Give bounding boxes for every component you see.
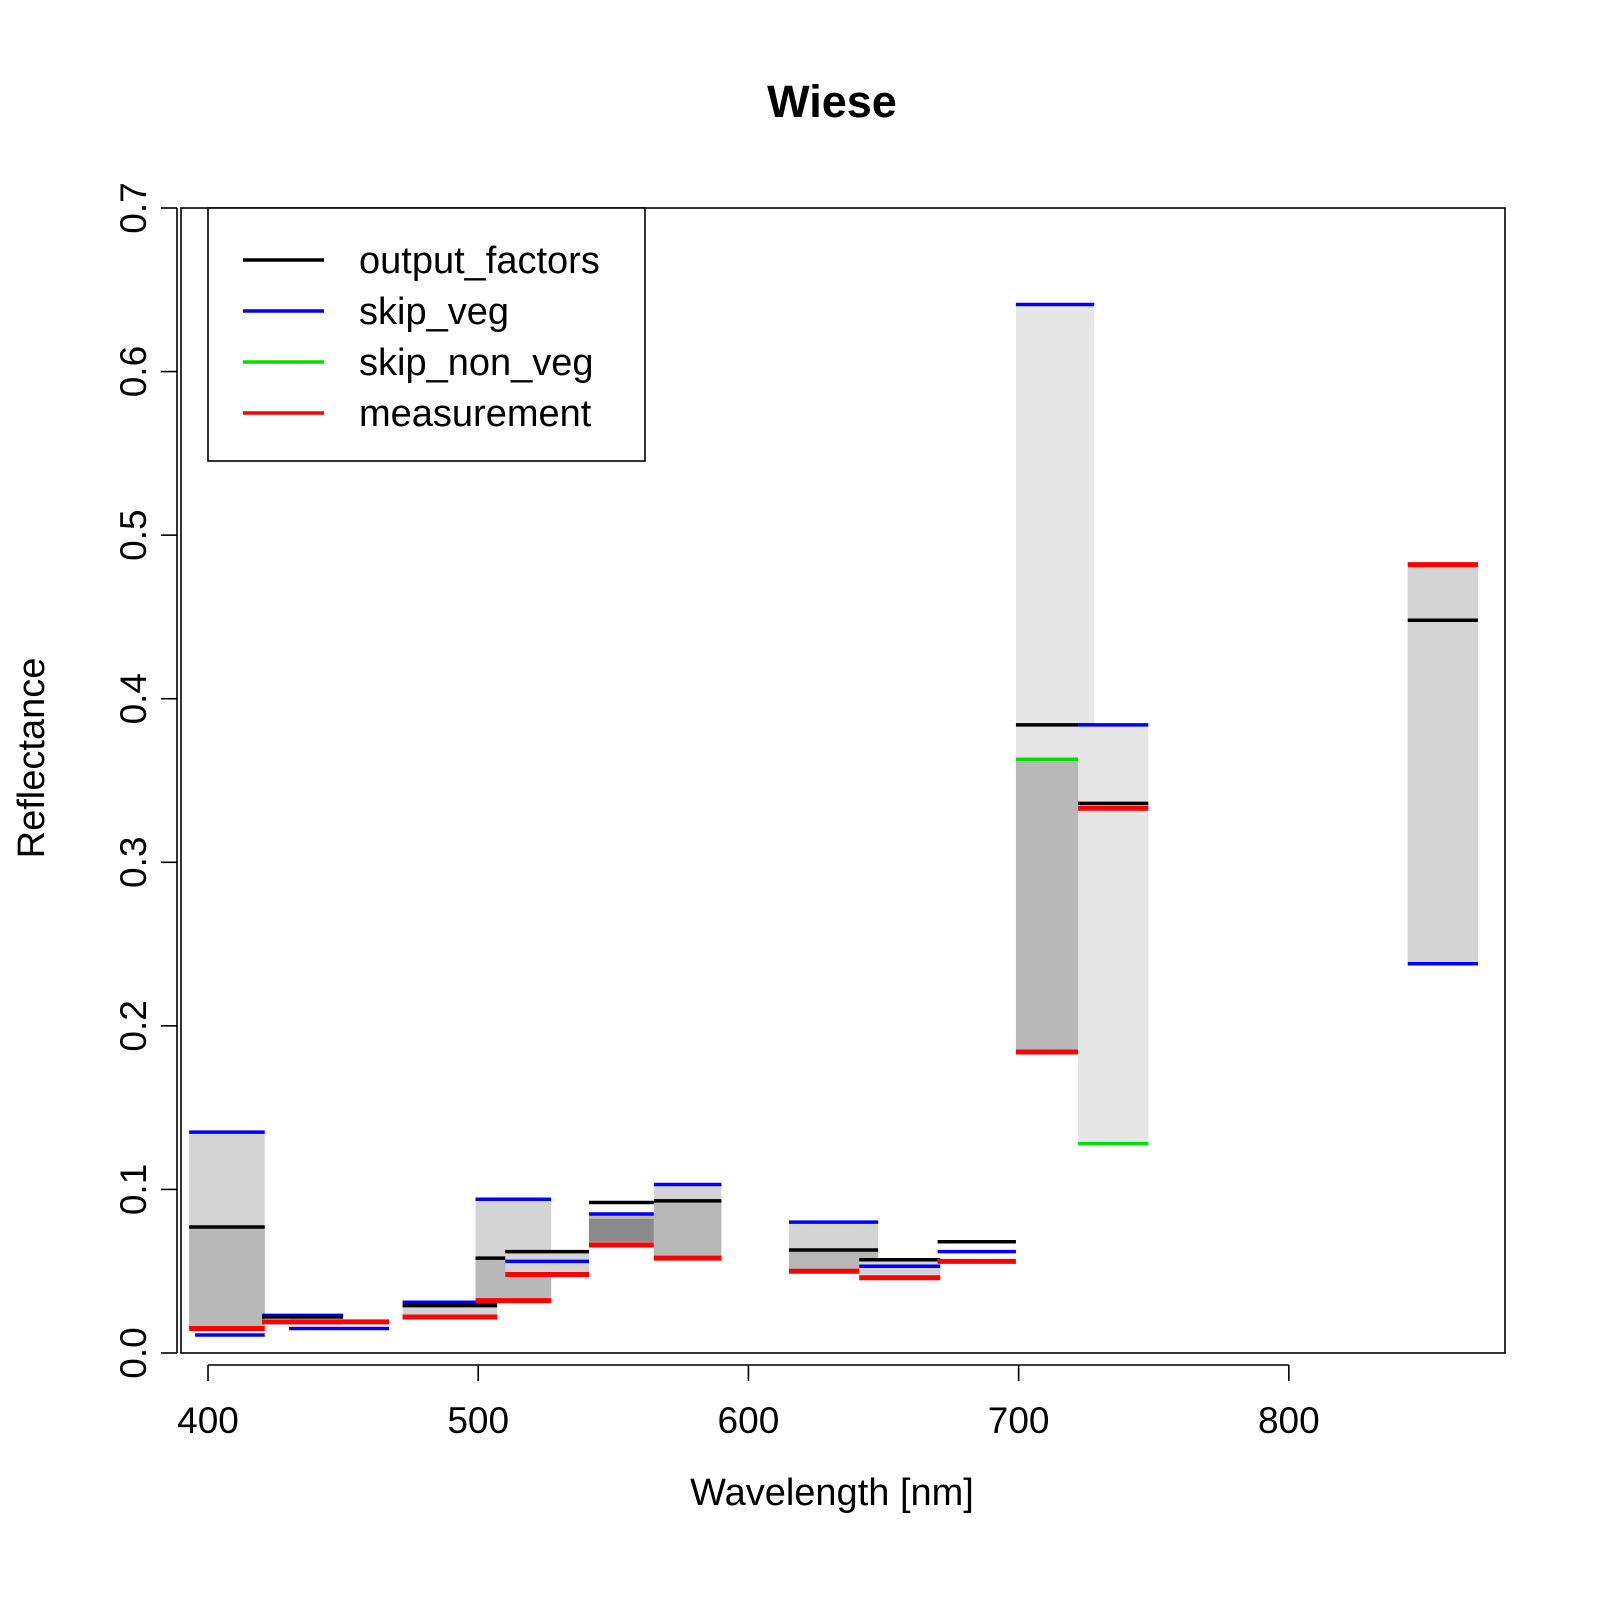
band-9-fill-0 xyxy=(859,1259,941,1278)
y-axis: 0.0 0.1 0.2 0.3 0.4 0.5 0.6 0.7 xyxy=(113,182,178,1379)
y-tick-label-1: 0.1 xyxy=(113,1164,154,1215)
band-2 xyxy=(289,1319,390,1331)
legend-label-output-factors: output_factors xyxy=(359,240,600,282)
y-tick-label-4: 0.4 xyxy=(113,673,154,724)
band-13-fill-0 xyxy=(1407,564,1478,964)
band-8-fill-1 xyxy=(788,1249,879,1272)
x-tick-label-0: 400 xyxy=(177,1400,239,1441)
x-tick-label-4: 800 xyxy=(1258,1400,1320,1441)
y-tick-label-6: 0.6 xyxy=(113,346,154,397)
band-6-fill-2 xyxy=(589,1218,668,1242)
legend-label-skip-veg: skip_veg xyxy=(359,291,509,333)
y-axis-title: Reflectance xyxy=(11,658,53,859)
band-7-fill-1 xyxy=(653,1200,722,1259)
band-0 xyxy=(189,1130,265,1337)
band-8 xyxy=(788,1220,879,1274)
chart-title: Wiese xyxy=(767,76,897,127)
y-tick-label-7: 0.7 xyxy=(113,182,154,233)
band-5 xyxy=(505,1249,590,1277)
y-tick-label-3: 0.3 xyxy=(113,837,154,888)
band-12 xyxy=(1078,723,1149,1146)
band-0-fill-1 xyxy=(189,1227,265,1329)
bands-layer xyxy=(189,302,1478,1337)
x-axis-title: Wavelength [nm] xyxy=(690,1472,974,1514)
x-axis: 400 500 600 700 800 xyxy=(177,1364,1320,1441)
band-13 xyxy=(1407,562,1478,966)
x-tick-label-3: 700 xyxy=(988,1400,1050,1441)
band-3 xyxy=(402,1300,498,1320)
plot-frame xyxy=(180,207,1506,1354)
legend-label-skip-non-veg: skip_non_veg xyxy=(359,342,594,384)
legend: output_factors skip_veg skip_non_vegmeasur… xyxy=(207,207,646,462)
y-tick-label-0: 0.0 xyxy=(113,1327,154,1378)
x-tick-label-1: 500 xyxy=(447,1400,509,1441)
legend-box xyxy=(207,207,646,462)
x-tick-label-2: 600 xyxy=(718,1400,780,1441)
y-tick-label-2: 0.2 xyxy=(113,1000,154,1051)
band-10 xyxy=(937,1240,1016,1264)
band-7 xyxy=(653,1182,722,1261)
band-9 xyxy=(859,1258,941,1281)
legend-label-measurement: measurement xyxy=(359,393,592,435)
band-12-fill-1 xyxy=(1078,808,1149,1144)
y-tick-label-5: 0.5 xyxy=(113,509,154,560)
